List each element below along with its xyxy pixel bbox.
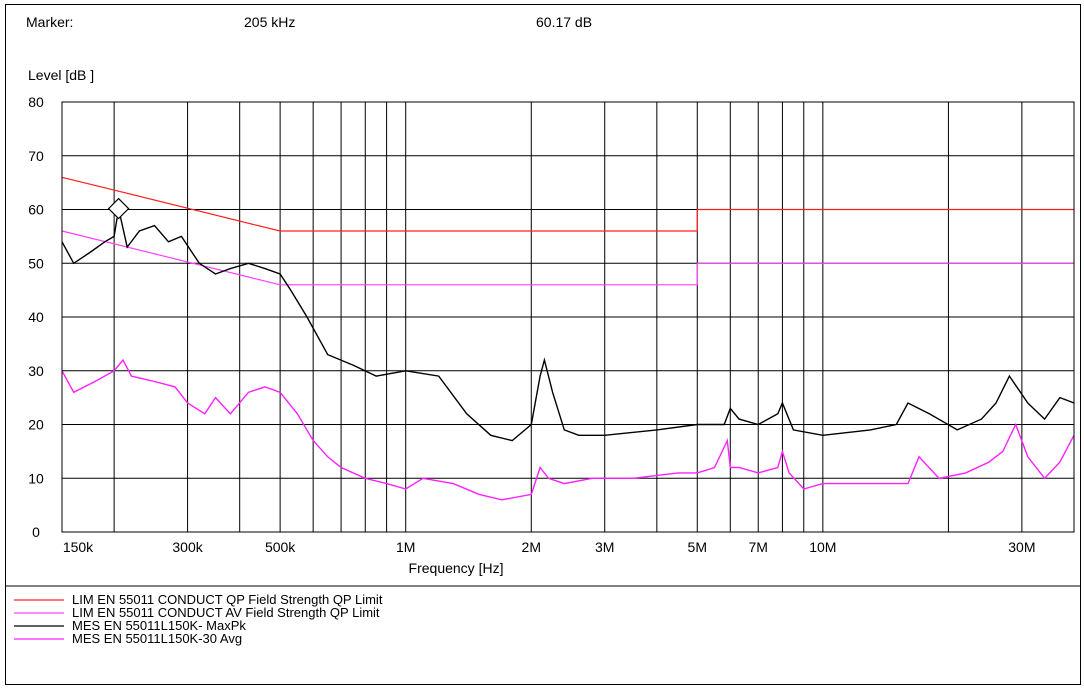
x-tick-label: 10M xyxy=(809,539,836,555)
marker-level: 60.17 dB xyxy=(536,14,592,30)
marker-label: Marker: xyxy=(26,14,73,30)
report-frame: Marker: 205 kHz 60.17 dB Level [dB ] 0 10… xyxy=(5,4,1081,685)
plot-grid xyxy=(62,101,1074,533)
series-line-2 xyxy=(61,230,1074,286)
series-line-3 xyxy=(61,208,1075,442)
legend-label: LIM EN 55011 CONDUCT QP Field Strength Q… xyxy=(72,592,383,607)
x-tick-label: 7M xyxy=(749,539,768,555)
x-axis-label: Frequency [Hz] xyxy=(409,560,504,576)
y-tick-label: 0 xyxy=(32,524,40,540)
y-tick-label: 50 xyxy=(28,255,44,271)
y-tick-label: 60 xyxy=(28,202,44,218)
series-line-4 xyxy=(61,358,1075,501)
y-tick-label: 40 xyxy=(28,309,44,325)
x-tick-label: 1M xyxy=(396,539,415,555)
legend-label: MES EN 55011L150K-30 Avg xyxy=(72,631,242,646)
plot-border xyxy=(61,101,1075,533)
legend-label: MES EN 55011L150K- MaxPk xyxy=(72,618,246,633)
emission-chart: Marker: 205 kHz 60.17 dB Level [dB ] 0 10… xyxy=(6,14,1080,646)
y-tick-label: 30 xyxy=(28,363,44,379)
x-tick-label: 5M xyxy=(688,539,707,555)
y-tick-label: 80 xyxy=(28,94,44,110)
x-tick-label: 3M xyxy=(595,539,614,555)
x-tick-label: 150k xyxy=(63,539,94,555)
x-tick-label: 30M xyxy=(1008,539,1035,555)
x-tick-label: 500k xyxy=(265,539,296,555)
series-line-1 xyxy=(61,176,1074,232)
x-tick-label: 2M xyxy=(522,539,541,555)
x-tick-label: 300k xyxy=(172,539,203,555)
y-tick-label: 10 xyxy=(28,470,44,486)
legend: LIM EN 55011 CONDUCT QP Field Strength Q… xyxy=(14,592,383,646)
y-tick-label: 20 xyxy=(28,417,44,433)
marker-point xyxy=(107,197,130,220)
y-axis-label: Level [dB ] xyxy=(28,67,94,83)
marker-frequency: 205 kHz xyxy=(244,14,295,30)
marker-diamond xyxy=(107,197,130,220)
x-tick-labels: 150k 300k 500k 1M 2M 3M 5M 7M 10M 30M xyxy=(63,539,1036,555)
legend-label: LIM EN 55011 CONDUCT AV Field Strength Q… xyxy=(72,605,380,620)
y-tick-label: 70 xyxy=(28,148,44,164)
series-lines xyxy=(61,176,1075,501)
y-tick-labels: 0 10 20 30 40 50 60 70 80 xyxy=(28,94,44,540)
